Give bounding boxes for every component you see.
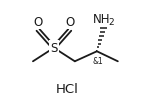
Text: 2: 2 [109,18,114,27]
Text: &1: &1 [93,57,103,66]
Text: NH: NH [93,13,111,26]
Text: O: O [33,16,43,29]
Text: O: O [65,16,74,29]
Text: S: S [50,42,58,55]
Text: HCl: HCl [55,82,78,95]
